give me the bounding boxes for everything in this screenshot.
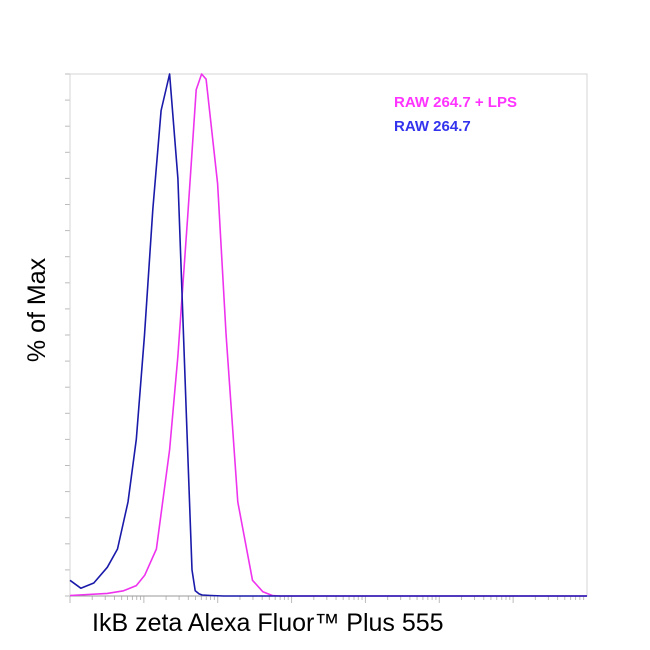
x-axis-label: IkB zeta Alexa Fluor™ Plus 555 (92, 609, 444, 637)
series-line-raw-264-7 (69, 73, 587, 597)
y-axis-label: % of Max (23, 257, 51, 362)
series-line-raw-264-7-lps (69, 73, 587, 597)
plot-frame (69, 73, 588, 597)
y-axis-ticks (65, 73, 70, 597)
legend-entry-raw: RAW 264.7 (394, 118, 471, 135)
series-layer (69, 73, 587, 597)
legend-entry-raw-lps: RAW 264.7 + LPS (394, 94, 517, 111)
x-axis-ticks (69, 596, 585, 603)
